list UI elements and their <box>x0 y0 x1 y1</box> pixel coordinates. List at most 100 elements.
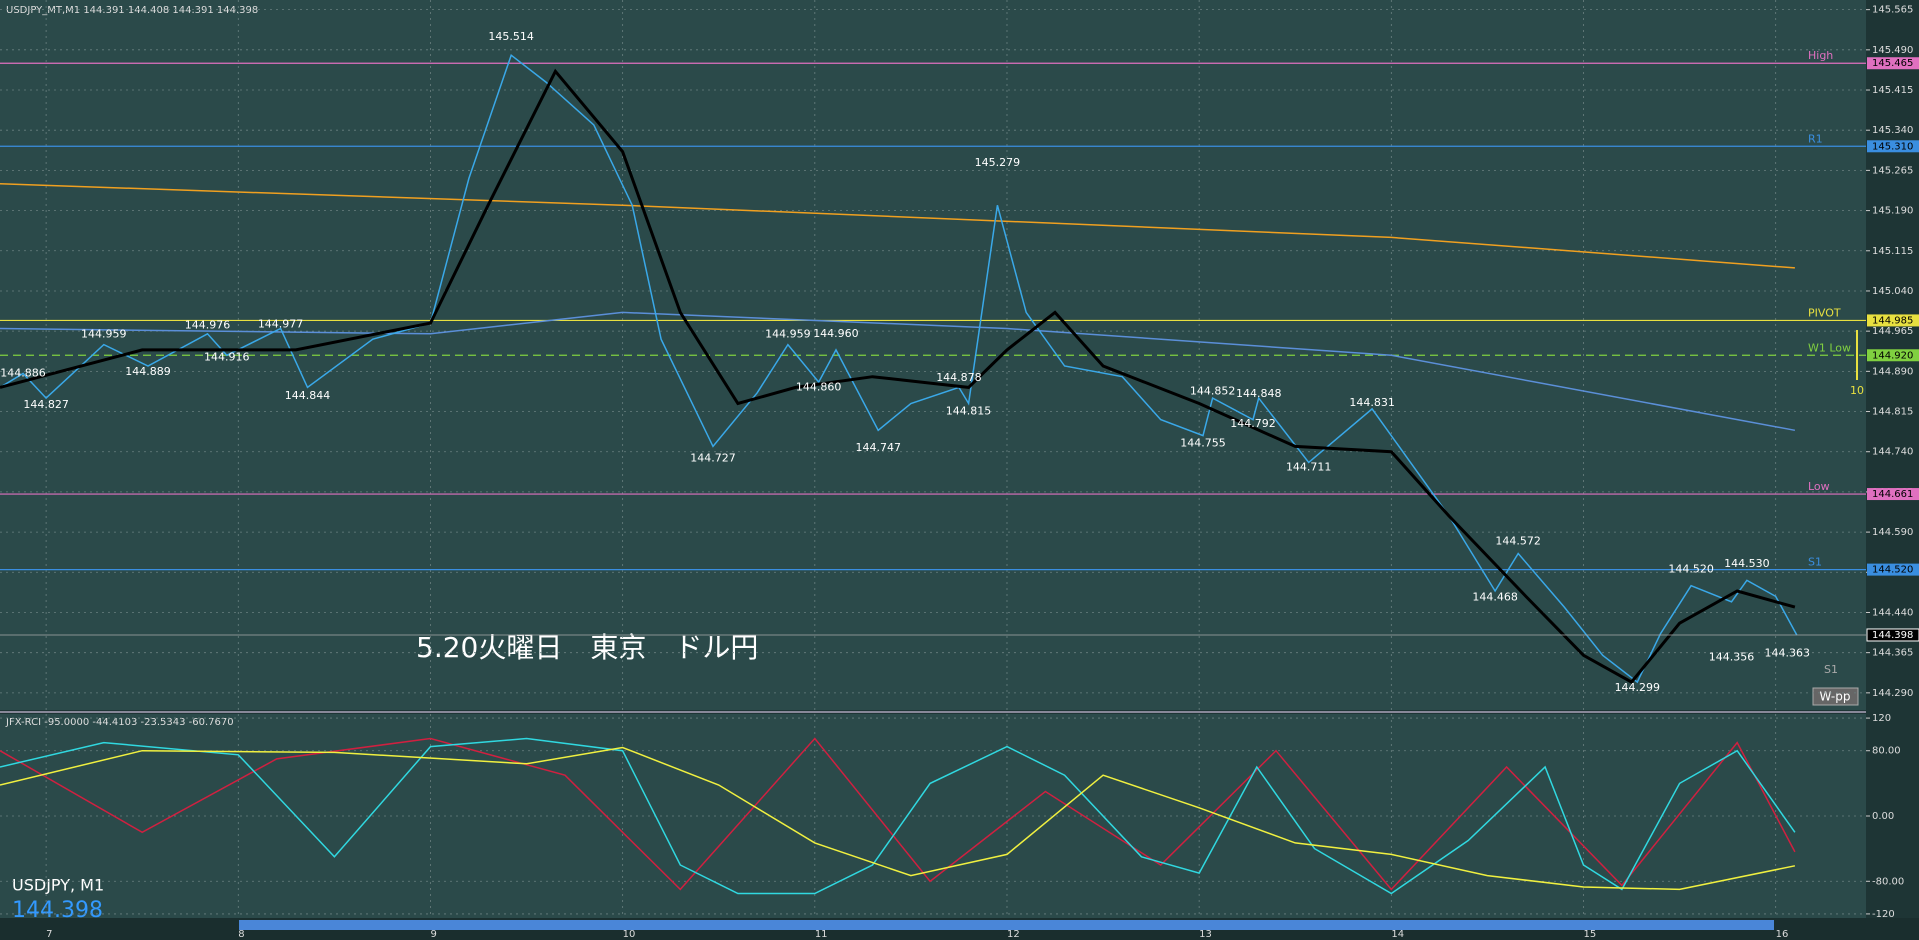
price-annotation: 144.530 <box>1724 557 1770 570</box>
y-tick-label: 145.265 <box>1872 165 1913 176</box>
price-annotation: 144.976 <box>185 318 231 331</box>
y-tick-label: 120 <box>1872 713 1891 724</box>
price-annotation: 144.815 <box>946 405 992 418</box>
level-box <box>1867 349 1919 362</box>
level-value: 144.920 <box>1872 350 1913 361</box>
level-box <box>1867 140 1919 153</box>
series-line <box>0 737 1796 891</box>
level-name: S1 <box>1808 556 1822 569</box>
level-box <box>1867 57 1919 70</box>
price-annotation: 144.916 <box>204 350 250 363</box>
price-annotation: 144.886 <box>0 366 46 379</box>
y-tick-label: -120 <box>1872 909 1895 920</box>
series-line <box>0 311 1796 432</box>
price-annotation: 144.711 <box>1286 460 1332 473</box>
price-annotation: 145.514 <box>488 30 534 43</box>
x-tick-label: 10 <box>623 929 636 940</box>
level-box <box>1867 563 1919 576</box>
x-tick-label: 13 <box>1199 929 1212 940</box>
series-line <box>0 68 1796 685</box>
level-name: High <box>1808 49 1833 62</box>
main-panel <box>0 0 1866 710</box>
y-tick-label: 144.890 <box>1872 366 1913 377</box>
price-axis <box>1866 0 1919 918</box>
level-name: PIVOT <box>1808 306 1841 319</box>
price-annotation: 144.889 <box>125 365 171 378</box>
x-tick-label: 15 <box>1584 929 1597 940</box>
price-annotation: 144.860 <box>796 380 842 393</box>
price-annotation: 144.727 <box>690 452 736 465</box>
y-tick-label: 144.365 <box>1872 648 1913 659</box>
price-annotation: 144.792 <box>1230 417 1276 430</box>
price-annotation: 144.827 <box>23 398 69 411</box>
y-tick-label: 145.040 <box>1872 286 1913 297</box>
last-price: 144.398 <box>12 898 103 923</box>
level-value: 144.661 <box>1872 489 1913 500</box>
series-line <box>0 737 1796 895</box>
level-box <box>1867 314 1919 327</box>
overlay-text: 5.20火曜日 東京 ドル円 <box>416 631 758 664</box>
x-tick-label: 9 <box>430 929 436 940</box>
s1-label: S1 <box>1824 663 1838 676</box>
current-box <box>1866 628 1919 642</box>
x-tick-label: 14 <box>1391 929 1404 940</box>
price-annotation: 144.572 <box>1495 535 1541 548</box>
level-box <box>1867 488 1919 501</box>
button[interactable] <box>1812 687 1859 706</box>
x-tick-label: 12 <box>1007 929 1020 940</box>
y-tick-label: 144.590 <box>1872 527 1913 538</box>
x-tick-label: 11 <box>815 929 828 940</box>
y-tick-label: 145.490 <box>1872 45 1913 56</box>
price-annotation: 144.520 <box>1668 563 1714 576</box>
y-tick-label: 0.00 <box>1872 811 1894 822</box>
price-annotation: 144.844 <box>285 389 331 402</box>
y-tick-label: 144.440 <box>1872 607 1913 618</box>
price-annotation: 144.848 <box>1236 387 1282 400</box>
header: USDJPY_MT,M1 144.391 144.408 144.391 144… <box>6 5 258 16</box>
level-value: 144.520 <box>1872 565 1913 576</box>
x-tick-label: 16 <box>1776 929 1789 940</box>
y-tick-label: 145.340 <box>1872 125 1913 136</box>
arrow-label: 10 <box>1850 384 1864 397</box>
price-annotation: 144.747 <box>855 441 901 454</box>
level-value: 145.465 <box>1872 58 1913 69</box>
price-annotation: 144.363 <box>1764 647 1810 660</box>
x-tick-label: 7 <box>46 929 52 940</box>
price-annotation: 144.977 <box>258 318 304 331</box>
price-annotation: 144.959 <box>81 327 127 340</box>
x-tick-label: 8 <box>238 929 244 940</box>
rci-title: JFX-RCI -95.0000 -44.4103 -23.5343 -60.7… <box>5 717 234 728</box>
series-line <box>0 53 1798 684</box>
y-tick-label: 145.565 <box>1872 5 1913 16</box>
y-tick-label: 145.190 <box>1872 206 1913 217</box>
y-tick-label: 145.415 <box>1872 85 1913 96</box>
y-tick-label: 145.115 <box>1872 246 1913 257</box>
price-annotation: 144.959 <box>765 327 811 340</box>
current-value: 144.398 <box>1872 630 1913 641</box>
level-value: 145.310 <box>1872 141 1913 152</box>
series-line <box>0 746 1796 891</box>
price-annotation: 144.356 <box>1709 650 1755 663</box>
price-annotation: 145.279 <box>975 156 1021 169</box>
level-name: R1 <box>1808 132 1823 145</box>
button-label[interactable]: W-pp <box>1820 690 1851 704</box>
y-tick-label: 144.815 <box>1872 407 1913 418</box>
price-annotation: 144.878 <box>936 371 982 384</box>
level-name: Low <box>1808 480 1830 493</box>
level-name: W1 Low <box>1808 341 1851 354</box>
y-tick-label: 144.740 <box>1872 447 1913 458</box>
series-line <box>0 183 1795 269</box>
symbol: USDJPY, M1 <box>12 876 104 895</box>
price-annotation: 144.468 <box>1472 590 1518 603</box>
price-annotation: 144.960 <box>813 327 859 340</box>
y-tick-label: 144.290 <box>1872 688 1913 699</box>
price-annotation: 144.299 <box>1615 681 1661 694</box>
scrollbar[interactable] <box>239 920 1774 930</box>
price-annotation: 144.755 <box>1180 437 1226 450</box>
y-tick-label: -80.00 <box>1872 876 1904 887</box>
level-value: 144.985 <box>1872 315 1913 326</box>
y-tick-label: 144.965 <box>1872 326 1913 337</box>
price-annotation: 144.852 <box>1190 385 1236 398</box>
